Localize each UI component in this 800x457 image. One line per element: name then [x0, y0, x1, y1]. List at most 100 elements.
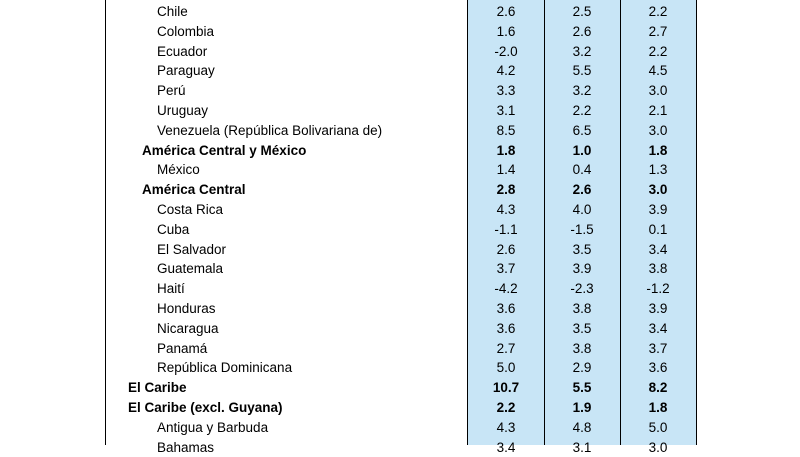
row-label: Paraguay: [157, 63, 215, 79]
table-row: América Central y México 1.8 1.0 1.8: [0, 141, 800, 161]
row-value: 0.4: [572, 162, 592, 178]
row-label: El Caribe: [128, 380, 187, 396]
table-row: Antigua y Barbuda 4.3 4.8 5.0: [0, 418, 800, 438]
row-value: 2.8: [496, 182, 516, 198]
row-value: 4.5: [648, 63, 668, 79]
row-value: 3.4: [648, 320, 668, 336]
table-row: Perú 3.3 3.2 3.0: [0, 81, 800, 101]
row-label: El Caribe (excl. Guyana): [128, 399, 283, 415]
row-label: Cuba: [157, 221, 190, 237]
table-row: Bahamas 3.4 3.1 3.0: [0, 438, 800, 457]
row-value: 1.4: [496, 162, 516, 178]
row-value: 3.6: [648, 360, 668, 376]
row-value: 2.6: [572, 182, 592, 198]
row-value: 2.2: [496, 399, 516, 415]
table-row: Paraguay 4.2 5.5 4.5: [0, 61, 800, 81]
row-label: Uruguay: [157, 102, 209, 118]
row-value: 3.0: [648, 83, 668, 99]
row-value: -1.5: [570, 221, 594, 237]
table-row: México 1.4 0.4 1.3: [0, 160, 800, 180]
row-label: Antigua y Barbuda: [157, 419, 269, 435]
table-row: América Central 2.8 2.6 3.0: [0, 180, 800, 200]
row-value: 2.7: [648, 23, 668, 39]
value-column-3: [620, 0, 697, 445]
table-row: Nicaragua 3.6 3.5 3.4: [0, 319, 800, 339]
row-value: 3.9: [572, 261, 592, 277]
table-row: El Caribe (excl. Guyana) 2.2 1.9 1.8: [0, 398, 800, 418]
row-value: 3.2: [572, 43, 592, 59]
row-value: 2.5: [572, 4, 592, 19]
row-value: 3.4: [648, 241, 668, 257]
row-value: 2.2: [572, 102, 592, 118]
row-value: 1.0: [572, 142, 592, 158]
row-value: 3.1: [572, 439, 592, 455]
row-value: 3.1: [496, 102, 516, 118]
row-value: 0.1: [648, 221, 668, 237]
row-value: 3.6: [496, 320, 516, 336]
table-row: Ecuador -2.0 3.2 2.2: [0, 42, 800, 62]
row-label: Nicaragua: [157, 320, 219, 336]
row-value: -2.0: [494, 43, 518, 59]
row-value: -2.3: [570, 281, 594, 297]
row-value: 1.9: [572, 399, 592, 415]
row-label: Panamá: [157, 340, 208, 356]
row-value: -1.2: [646, 281, 670, 297]
row-label: América Central y México: [142, 142, 307, 158]
row-value: 3.8: [572, 300, 592, 316]
row-value: 3.9: [648, 300, 668, 316]
row-value: 1.6: [496, 23, 516, 39]
table-row: Guatemala 3.7 3.9 3.8: [0, 259, 800, 279]
row-value: 3.7: [648, 340, 668, 356]
row-value: 1.8: [648, 142, 668, 158]
row-value: 2.6: [496, 4, 516, 19]
table-row: Uruguay 3.1 2.2 2.1: [0, 101, 800, 121]
row-value: 5.0: [648, 419, 668, 435]
row-value: 2.6: [496, 241, 516, 257]
row-value: 4.3: [496, 419, 516, 435]
row-value: 3.0: [648, 439, 668, 455]
row-value: 2.2: [648, 43, 668, 59]
row-value: 3.0: [648, 182, 668, 198]
row-value: -1.1: [494, 221, 518, 237]
table-row: Chile 2.6 2.5 2.2: [0, 2, 800, 22]
row-value: 10.7: [492, 380, 520, 396]
table-left-border: [105, 0, 106, 445]
row-value: 4.3: [496, 201, 516, 217]
row-label: Colombia: [157, 23, 215, 39]
table-row: Haití -4.2 -2.3 -1.2: [0, 279, 800, 299]
row-value: 8.5: [496, 122, 516, 138]
value-column-1: [467, 0, 545, 445]
row-value: 1.8: [648, 399, 668, 415]
row-value: 5.5: [572, 63, 592, 79]
row-value: 8.2: [648, 380, 668, 396]
row-label: Costa Rica: [157, 201, 224, 217]
row-value: 2.7: [496, 340, 516, 356]
row-value: 3.8: [572, 340, 592, 356]
row-label: Ecuador: [157, 43, 208, 59]
table-row: República Dominicana 5.0 2.9 3.6: [0, 358, 800, 378]
table-row: El Salvador 2.6 3.5 3.4: [0, 240, 800, 260]
table-row: El Caribe 10.7 5.5 8.2: [0, 378, 800, 398]
row-value: 3.0: [648, 122, 668, 138]
table-row: Venezuela (República Bolivariana de) 8.5 6…: [0, 121, 800, 141]
row-value: 5.0: [496, 360, 516, 376]
row-value: 3.2: [572, 83, 592, 99]
row-value: 5.5: [572, 380, 592, 396]
row-label: República Dominicana: [157, 360, 293, 376]
row-label: Chile: [157, 4, 188, 19]
row-value: 3.4: [496, 439, 516, 455]
row-value: 2.1: [648, 102, 668, 118]
table-row: Honduras 3.6 3.8 3.9: [0, 299, 800, 319]
row-value: 1.8: [496, 142, 516, 158]
row-label: América Central: [142, 182, 246, 198]
row-label: Haití: [157, 281, 185, 297]
row-value: 4.8: [572, 419, 592, 435]
row-value: 4.2: [496, 63, 516, 79]
row-value: 4.0: [572, 201, 592, 217]
row-value: 6.5: [572, 122, 592, 138]
table-row: Costa Rica 4.3 4.0 3.9: [0, 200, 800, 220]
row-label: Bahamas: [157, 439, 215, 455]
row-label: Venezuela (República Bolivariana de): [157, 122, 383, 138]
row-value: 3.8: [648, 261, 668, 277]
